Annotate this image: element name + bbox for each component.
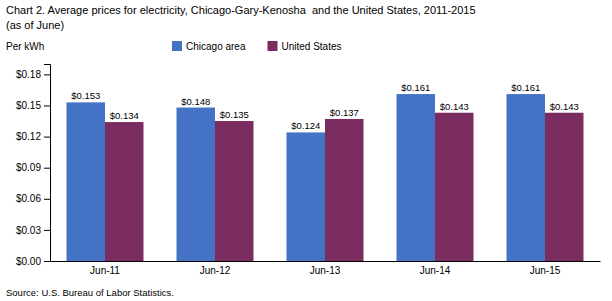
x-axis-line [51, 261, 601, 262]
subtitle: (as of June) [6, 19, 64, 31]
y-tick-mark [44, 137, 50, 138]
bar [105, 122, 144, 261]
y-tick: $0.03 [16, 225, 50, 236]
data-label: $0.143 [440, 101, 469, 112]
data-label: $0.161 [401, 82, 430, 93]
bar [435, 113, 474, 261]
legend-item: Chicago area [172, 41, 246, 52]
y-tick: $0.06 [16, 193, 50, 204]
title: Chart 2. Average prices for electricity,… [6, 4, 476, 16]
x-tick: Jun-12 [200, 265, 231, 276]
y-tick-mark [44, 74, 50, 75]
legend-swatch [267, 41, 277, 51]
y-axis-label: Per kWh [6, 41, 44, 52]
data-label: $0.153 [71, 90, 100, 101]
bar [325, 119, 364, 261]
y-tick: $0.09 [16, 162, 50, 173]
y-tick-mark [44, 261, 50, 262]
y-tick: $0.18 [16, 69, 50, 80]
y-tick: $0.12 [16, 131, 50, 142]
bar [397, 94, 436, 261]
y-tick-mark [44, 168, 50, 169]
data-label: $0.134 [110, 110, 139, 121]
y-tick-mark [44, 230, 50, 231]
y-tick-label: $0.00 [16, 256, 41, 267]
x-tick-label: Jun-12 [200, 265, 231, 276]
x-tick-label: Jun-13 [310, 265, 341, 276]
bar [177, 108, 216, 261]
data-labels: $0.153 $0.148 $0.124 $0.161 $0.161 $0.134 $0.1… [71, 82, 579, 131]
y-tick-label: $0.03 [16, 225, 41, 236]
legend-label: United States [281, 41, 341, 52]
y-tick-label: $0.15 [16, 100, 41, 111]
y-axis: $0.00 $0.03 $0.06 $0.09 $0.12 $0.15 $0.18 [16, 65, 51, 267]
x-tick-label: Jun-11 [90, 265, 120, 276]
data-label: $0.137 [330, 107, 359, 118]
y-tick-mark [44, 105, 50, 106]
y-tick-label: $0.09 [16, 162, 41, 173]
bar [287, 132, 326, 261]
legend-label: Chicago area [186, 41, 246, 52]
x-tick: Jun-11 [90, 265, 120, 276]
data-label: $0.161 [511, 82, 540, 93]
data-label: $0.148 [181, 96, 210, 107]
plot: $0.00 $0.03 $0.06 $0.09 $0.12 $0.15 $0.18 Jun-1… [16, 65, 601, 277]
x-tick: Jun-15 [530, 265, 561, 276]
x-tick-label: Jun-15 [530, 265, 561, 276]
y-tick: $0.00 [16, 256, 50, 267]
source-note: Source: U.S. Bureau of Labor Statistics. [6, 287, 174, 298]
data-label: $0.124 [291, 120, 320, 131]
y-tick-mark [44, 199, 50, 200]
y-axis-line [44, 65, 51, 262]
legend-swatch [172, 41, 182, 51]
y-tick-label: $0.18 [16, 69, 41, 80]
data-label: $0.135 [220, 109, 249, 120]
y-tick: $0.15 [16, 100, 50, 111]
data-label: $0.143 [550, 101, 579, 112]
legend: Chicago area United States [172, 41, 342, 52]
bar [67, 102, 106, 261]
y-tick-label: $0.12 [16, 131, 41, 142]
x-tick-label: Jun-14 [420, 265, 451, 276]
legend-item: United States [267, 41, 341, 52]
x-axis: Jun-11 Jun-12 Jun-13 Jun-14 Jun-15 [51, 262, 601, 277]
x-tick: Jun-13 [310, 265, 341, 276]
x-tick: Jun-14 [420, 265, 451, 276]
y-tick-label: $0.06 [16, 193, 41, 204]
bars [67, 94, 584, 261]
chart: Chart 2. Average prices for electricity,… [0, 0, 612, 301]
bar [507, 94, 546, 261]
bar [545, 113, 584, 261]
bar [215, 121, 254, 261]
